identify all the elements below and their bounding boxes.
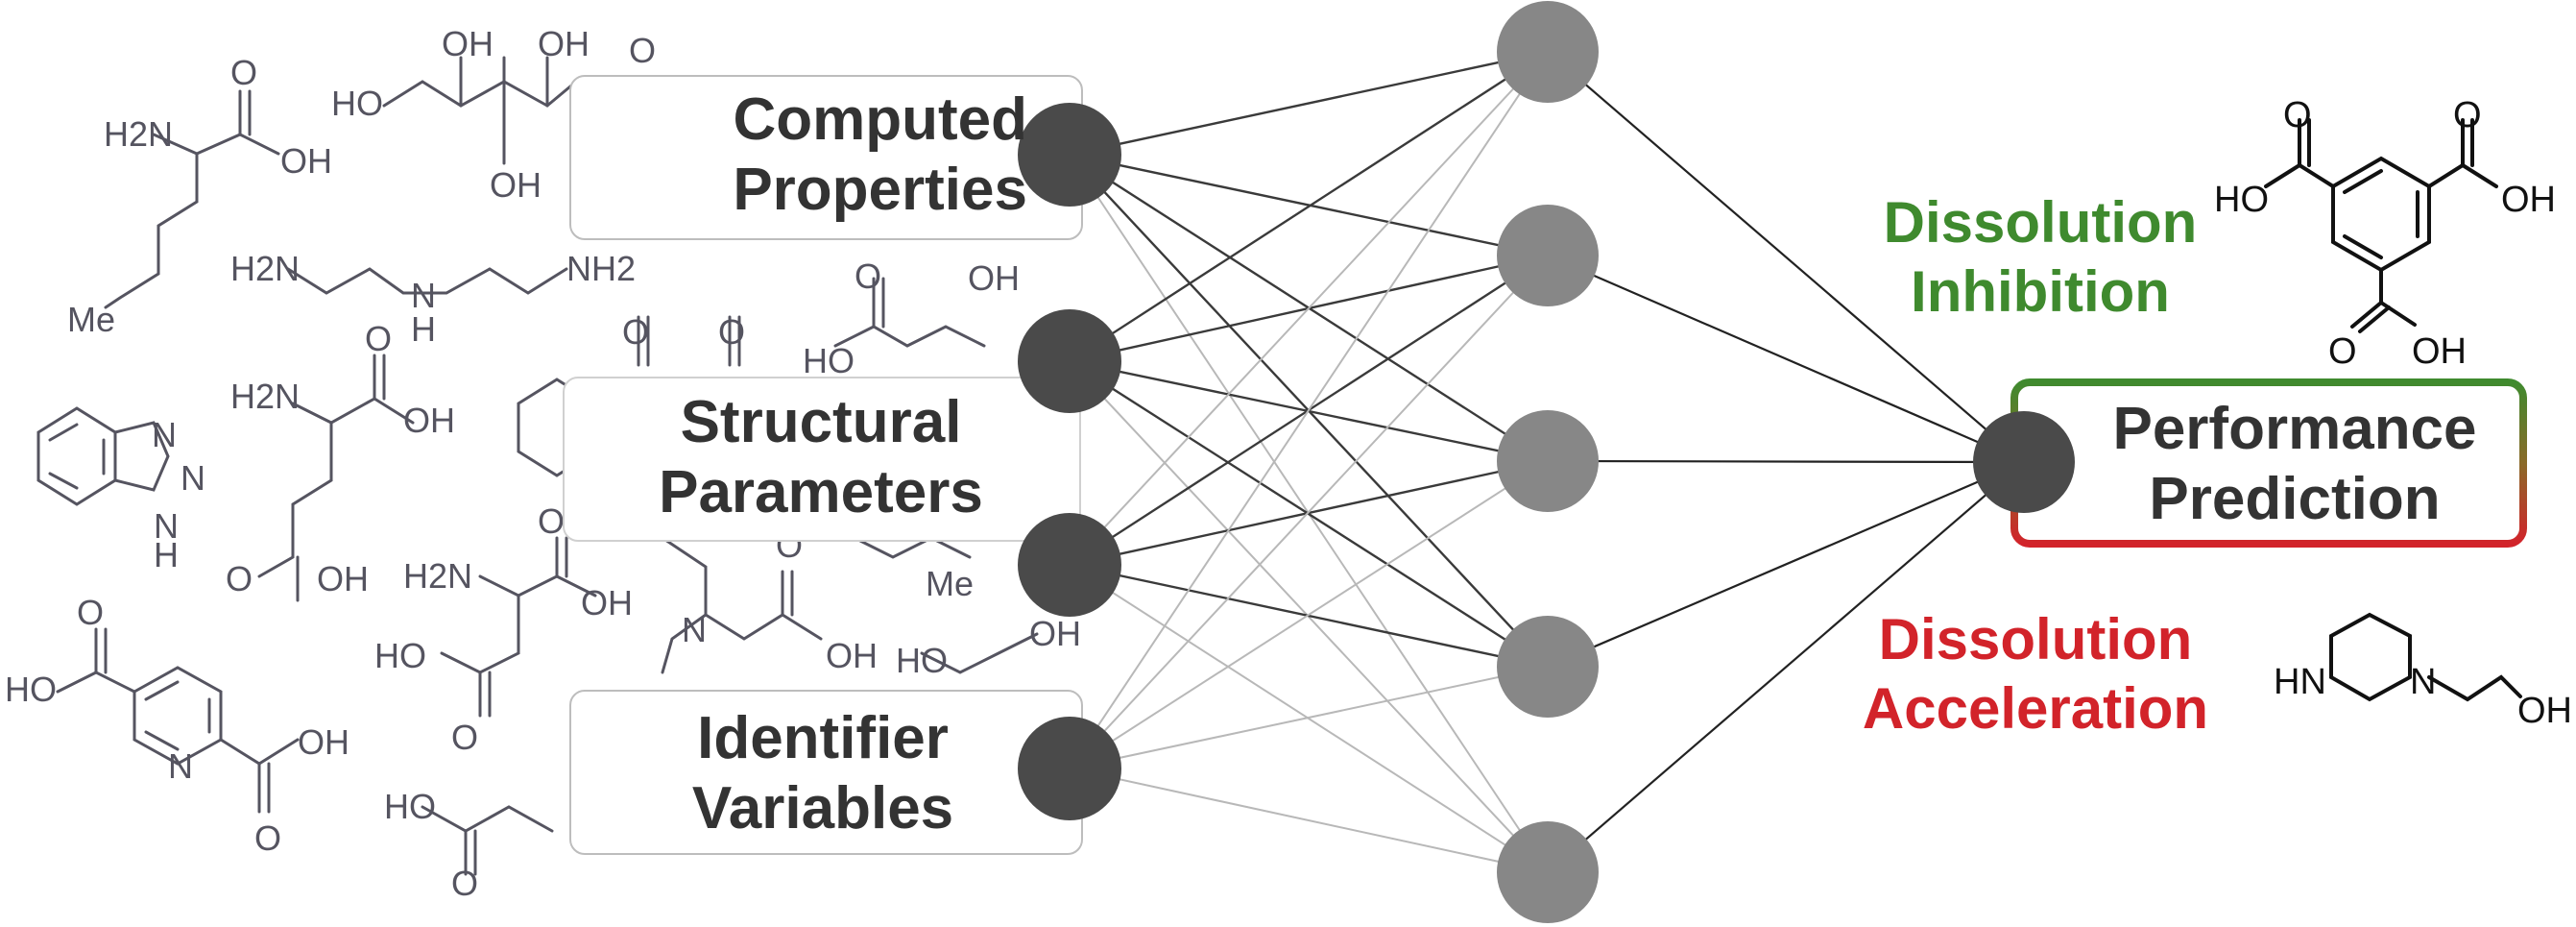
structural-parameters-line1: Structural bbox=[680, 389, 962, 455]
dissolution-inhibition-label: Dissolution Inhibition bbox=[1848, 188, 2232, 327]
chem-label: OH bbox=[581, 583, 633, 622]
input-node bbox=[1018, 103, 1121, 207]
chem-label: OH bbox=[298, 722, 349, 762]
chem-label: H bbox=[154, 535, 179, 574]
chem-label: OH bbox=[403, 401, 455, 440]
structural-parameters-line2: Parameters bbox=[659, 459, 983, 526]
computed-properties-line2: Properties bbox=[733, 157, 1027, 224]
chem-label: O bbox=[77, 593, 104, 632]
chem-label: OH bbox=[1029, 614, 1081, 653]
edge-hidden-output bbox=[1547, 461, 2025, 873]
structural-parameters-box bbox=[563, 377, 1081, 542]
chem-label: N bbox=[168, 746, 193, 786]
dissolution-acceleration-line2: Acceleration bbox=[1862, 676, 2209, 741]
edge-input-hidden bbox=[1069, 153, 1549, 257]
chem-label: HO bbox=[331, 84, 383, 123]
edge-hidden-output bbox=[1547, 51, 2025, 463]
dissolution-acceleration-label: Dissolution Acceleration bbox=[1824, 605, 2247, 744]
chem-label: NH2 bbox=[566, 249, 636, 288]
identifier-variables-line2: Variables bbox=[691, 775, 954, 842]
chem-label: HO bbox=[5, 670, 57, 709]
chem-label: Me bbox=[67, 300, 115, 339]
chem-label: H2N bbox=[104, 114, 173, 154]
input-node bbox=[1018, 513, 1121, 617]
computed-properties-line1: Computed bbox=[733, 86, 1027, 153]
chem-label: H bbox=[411, 309, 436, 349]
chem-label: HO bbox=[803, 341, 855, 380]
chem-label: O bbox=[451, 864, 478, 903]
chem-label: N bbox=[411, 276, 436, 315]
chem-label: N bbox=[181, 458, 205, 498]
chem-label: O bbox=[365, 319, 392, 358]
chem-label: O bbox=[538, 501, 565, 541]
dissolution-inhibition-line2: Inhibition bbox=[1911, 259, 2170, 324]
edge-input-hidden bbox=[1069, 50, 1549, 363]
chem-label: H2N bbox=[230, 377, 300, 416]
edge-input-hidden bbox=[1069, 768, 1549, 873]
chem-label: O bbox=[629, 31, 656, 70]
chem-label: O bbox=[451, 718, 478, 757]
dissolution-acceleration-line1: Dissolution bbox=[1878, 607, 2193, 671]
edge-input-hidden bbox=[1069, 666, 1549, 769]
hidden-node bbox=[1497, 616, 1599, 718]
chem-label: OH bbox=[280, 141, 332, 181]
hidden-node bbox=[1497, 1, 1599, 103]
chem-label: O bbox=[226, 559, 253, 598]
edge-hidden-output bbox=[1547, 459, 2025, 464]
edge-input-hidden bbox=[1069, 460, 1549, 769]
chem-label: O bbox=[718, 312, 745, 352]
chem-label: H2N bbox=[403, 556, 472, 596]
chem-label: N bbox=[154, 506, 179, 546]
chem-label: O bbox=[254, 818, 281, 858]
performance-prediction-line1: Performance bbox=[2112, 396, 2477, 462]
input-node bbox=[1018, 717, 1121, 820]
chem-label: H2N bbox=[230, 249, 300, 288]
chem-label: O bbox=[622, 312, 649, 352]
chem-label: OH bbox=[490, 165, 542, 205]
chem-label: OH bbox=[442, 24, 494, 63]
performance-prediction-label: Performance Prediction bbox=[2079, 394, 2511, 534]
edge-hidden-output bbox=[1547, 254, 2025, 464]
edge-input-hidden bbox=[1069, 50, 1549, 157]
hidden-node bbox=[1497, 821, 1599, 923]
edge-input-hidden bbox=[1069, 255, 1549, 769]
edge-input-hidden bbox=[1069, 51, 1549, 566]
hidden-node bbox=[1497, 205, 1599, 306]
chem-label: OH bbox=[968, 258, 1020, 298]
chem-label: O bbox=[855, 256, 881, 296]
structural-parameters-label: Structural Parameters bbox=[605, 387, 1037, 527]
chem-label: OH bbox=[317, 559, 369, 598]
chem-label: HO bbox=[896, 641, 948, 680]
chem-label: Me bbox=[926, 564, 974, 603]
hidden-node bbox=[1497, 410, 1599, 512]
dissolution-inhibition-line1: Dissolution bbox=[1883, 190, 2198, 255]
identifier-variables-line1: Identifier bbox=[697, 705, 949, 771]
chem-label: N bbox=[152, 415, 177, 454]
chem-label: OH bbox=[538, 24, 590, 63]
identifier-variables-label: Identifier Variables bbox=[626, 703, 1020, 843]
input-node bbox=[1018, 309, 1121, 413]
identifier-variables-box bbox=[569, 690, 1083, 855]
chem-label: HO bbox=[384, 787, 436, 826]
chem-label: N bbox=[682, 610, 707, 649]
computed-properties-label: Computed Properties bbox=[634, 85, 1027, 225]
chem-label: O bbox=[230, 53, 257, 92]
edge-input-hidden bbox=[1069, 51, 1549, 769]
chem-label: OH bbox=[826, 636, 878, 675]
performance-prediction-line2: Prediction bbox=[2149, 466, 2441, 533]
edge-hidden-output bbox=[1547, 460, 2025, 669]
chem-label: HO bbox=[374, 636, 426, 675]
